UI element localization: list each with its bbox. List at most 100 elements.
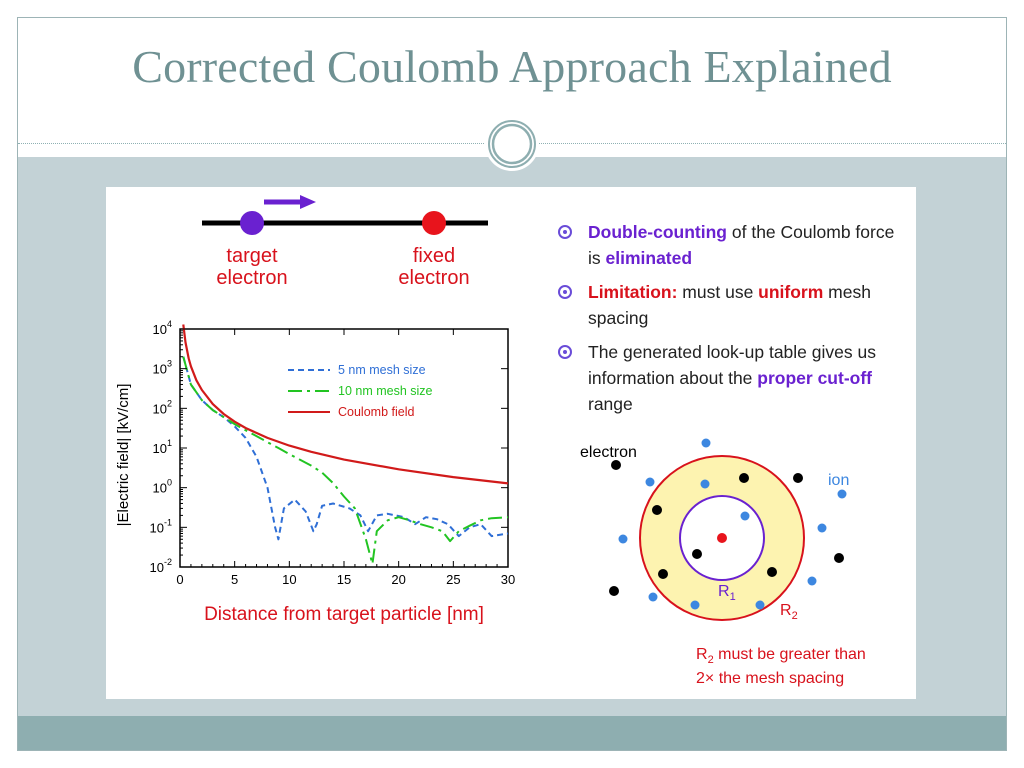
electron-dot	[658, 569, 668, 579]
bullet-text-part: proper cut-off	[757, 368, 872, 388]
ion-dot	[700, 479, 710, 489]
ion-dots	[618, 438, 847, 610]
r2-note-main: R	[696, 646, 708, 663]
y-tick-label: 100	[153, 478, 172, 496]
ion-dot	[701, 438, 711, 448]
bullet-item: The generated look-up table gives us inf…	[556, 339, 896, 417]
x-tick-label: 10	[282, 572, 296, 587]
bullet-text: Limitation: must use uniform mesh spacin…	[588, 282, 871, 328]
bullet-marker-icon	[558, 345, 572, 359]
ion-dot	[690, 600, 700, 610]
electron-pair-diagram: target electron fixed electron	[202, 195, 488, 289]
electron-dots	[609, 460, 844, 596]
bullet-marker-icon	[558, 225, 572, 239]
ion-dot	[807, 576, 817, 586]
electron-dot	[767, 567, 777, 577]
footer-band	[18, 716, 1006, 750]
r2-note-sub: 2	[708, 654, 714, 666]
bullet-list: Double-counting of the Coulomb force is …	[556, 219, 896, 425]
ion-dot	[755, 600, 765, 610]
bullet-text-part: Limitation:	[588, 282, 678, 302]
y-tick-exponent: -1	[164, 517, 172, 527]
bullet-marker-icon	[558, 285, 572, 299]
y-tick-base: 10	[153, 362, 167, 377]
y-tick-label: 102	[153, 398, 172, 416]
y-tick-base: 10	[153, 401, 167, 416]
legend-label: 5 nm mesh size	[338, 363, 426, 377]
x-tick-label: 5	[231, 572, 238, 587]
bullet-text-part: uniform	[758, 282, 824, 302]
x-tick-label: 30	[501, 572, 515, 587]
y-tick-exponent: -2	[164, 557, 172, 567]
electron-dot	[609, 586, 619, 596]
electron-dot	[739, 473, 749, 483]
y-tick-exponent: 3	[167, 359, 172, 369]
y-tick-label: 10-1	[150, 517, 172, 535]
y-tick-label: 104	[153, 319, 172, 337]
y-tick-base: 10	[153, 481, 167, 496]
r1-label-sub: 1	[730, 591, 736, 603]
series-line-3	[182, 324, 509, 485]
y-tick-exponent: 2	[167, 398, 172, 408]
y-tick-label: 10-2	[150, 557, 172, 575]
ion-dot	[817, 523, 827, 533]
x-tick-label: 20	[391, 572, 405, 587]
bullet-item: Limitation: must use uniform mesh spacin…	[556, 279, 896, 331]
electron-dot	[652, 505, 662, 515]
ion-dot	[648, 592, 658, 602]
bullet-text-part: The generated look-up table gives us inf…	[588, 342, 876, 388]
y-tick-base: 10	[153, 441, 167, 456]
bullet-text-part: eliminated	[605, 248, 693, 268]
legend-label: Coulomb field	[338, 405, 414, 419]
ion-label: ion	[828, 472, 849, 489]
plot-area	[179, 328, 509, 568]
r1-label: R1	[718, 583, 736, 603]
x-tick-label: 25	[446, 572, 460, 587]
bullet-text: The generated look-up table gives us inf…	[588, 342, 876, 414]
r1-label-main: R	[718, 583, 730, 600]
r2-note-rest: must be greater than	[714, 646, 866, 663]
y-tick-base: 10	[153, 322, 167, 337]
y-axis-label: |Electric field| [kV/cm]	[115, 384, 132, 527]
y-tick-label: 103	[153, 359, 172, 377]
ion-dot	[645, 477, 655, 487]
fixed-electron-dot	[422, 211, 446, 235]
ion-dot	[837, 489, 847, 499]
circle-ornament-icon	[485, 117, 539, 171]
ion-dot	[618, 534, 628, 544]
target-center-dot	[717, 533, 727, 543]
target-label-line2: electron	[216, 267, 287, 289]
electron-dot	[834, 553, 844, 563]
series-line-2	[182, 356, 509, 565]
r2-note-line1: R2 must be greater than	[696, 646, 866, 666]
r2-note-line2: 2× the mesh spacing	[696, 670, 844, 687]
y-tick-exponent: 4	[167, 319, 172, 329]
target-label-line1: target	[226, 245, 278, 267]
bullet-text: Double-counting of the Coulomb force is …	[588, 222, 894, 268]
series-line-1	[182, 356, 509, 541]
fixed-label-line1: fixed	[413, 245, 455, 267]
bullet-text-part: must use	[677, 282, 759, 302]
cutoff-ring-diagram: electron ion R1 R2 R2 must be greater th…	[580, 438, 866, 687]
r2-label: R2	[780, 602, 798, 622]
bullet-text-part: range	[588, 394, 633, 414]
y-tick-exponent: 1	[167, 438, 172, 448]
electron-dot	[692, 549, 702, 559]
x-axis-label: Distance from target particle [nm]	[204, 604, 484, 625]
bullet-text-part: Double-counting	[588, 222, 728, 242]
target-electron-dot	[240, 211, 264, 235]
bullet-text-part: of the Coulomb force is	[588, 222, 895, 268]
x-tick-label: 15	[337, 572, 351, 587]
r2-label-sub: 2	[792, 610, 798, 622]
motion-arrow-icon	[300, 195, 316, 209]
y-tick-exponent: 0	[167, 478, 172, 488]
bullet-item: Double-counting of the Coulomb force is …	[556, 219, 896, 271]
x-tick-label: 0	[176, 572, 183, 587]
electron-dot	[793, 473, 803, 483]
legend-label: 10 nm mesh size	[338, 384, 433, 398]
slide-title: Corrected Coulomb Approach Explained	[132, 41, 892, 92]
y-tick-base: 10	[150, 560, 164, 575]
fixed-label-line2: electron	[398, 267, 469, 289]
electron-label: electron	[580, 444, 637, 461]
